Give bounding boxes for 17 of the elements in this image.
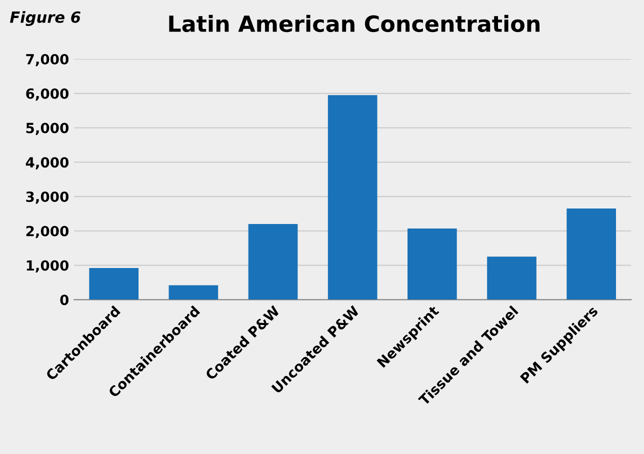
y-tick-label: 5,000: [26, 122, 69, 136]
y-tick-label: 2,000: [26, 226, 69, 238]
bar: [566, 208, 616, 300]
y-tick-label: 7,000: [26, 54, 69, 66]
caption: Figure 6: [10, 11, 80, 26]
bar: [487, 256, 536, 300]
y-tick-label: 0: [60, 294, 69, 306]
bar: [89, 268, 139, 300]
y-tick-label: 4,000: [26, 157, 69, 170]
bar: [168, 285, 218, 300]
bar: [408, 228, 457, 300]
bar: [328, 95, 378, 300]
y-tick-label: 3,000: [26, 191, 69, 204]
y-tick-label: 1,000: [26, 260, 69, 273]
bar: [248, 224, 298, 300]
chart-title: Latin American Concentration: [169, 14, 540, 32]
y-tick-label: 6,000: [26, 88, 69, 101]
